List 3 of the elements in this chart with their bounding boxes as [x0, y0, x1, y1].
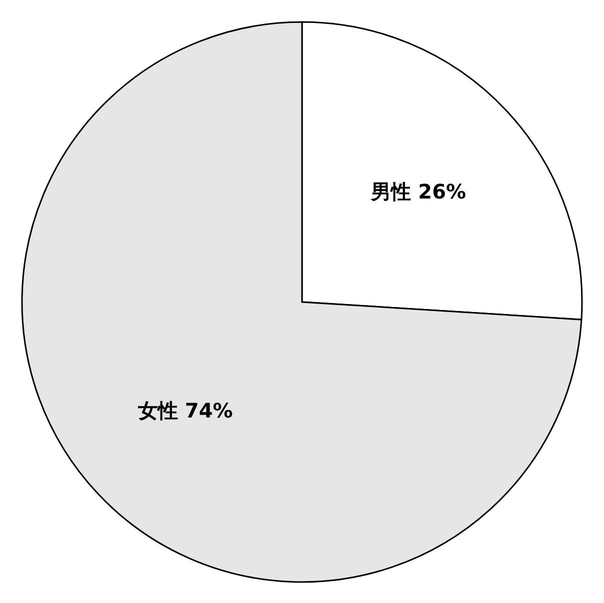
slice-label: 男性 26% [370, 179, 466, 204]
pie-slice [21, 21, 582, 583]
slice-label: 女性 74% [136, 398, 233, 423]
